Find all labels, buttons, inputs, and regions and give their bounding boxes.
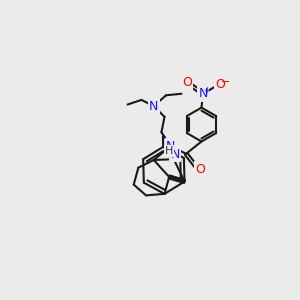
Text: N: N: [171, 148, 180, 161]
Text: O: O: [182, 76, 192, 89]
Text: H: H: [165, 146, 173, 156]
Text: O: O: [195, 163, 205, 176]
Text: N: N: [198, 87, 208, 100]
Text: O: O: [215, 78, 225, 91]
Text: N: N: [149, 100, 158, 112]
Text: +: +: [203, 86, 211, 95]
Text: N: N: [166, 140, 175, 153]
Text: −: −: [221, 77, 230, 87]
